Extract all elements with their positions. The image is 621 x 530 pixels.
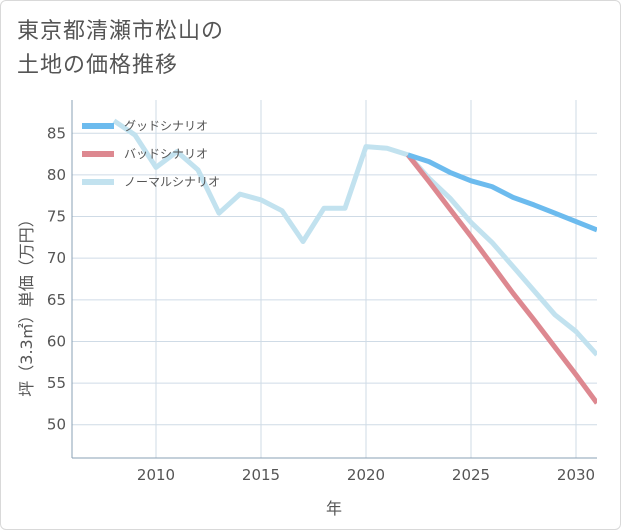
x-tick-label: 2010 (137, 466, 175, 484)
series-line-2 (112, 118, 597, 357)
x-axis-title: 年 (326, 499, 342, 518)
series-line-1 (406, 153, 597, 405)
y-tick-label: 55 (47, 374, 66, 392)
y-tick-labels: 50 55 60 65 70 75 80 85 (47, 124, 66, 433)
x-tick-label: 2015 (242, 466, 280, 484)
x-tick-label: 2025 (452, 466, 490, 484)
chart-title-line-1: 東京都清瀬市松山の (17, 19, 225, 44)
series-lines (112, 118, 597, 405)
x-tick-label: 2020 (347, 466, 385, 484)
legend-label: ノーマルシナリオ (124, 175, 220, 189)
y-tick-label: 80 (47, 166, 66, 184)
x-tick-label: 2030 (557, 466, 595, 484)
y-tick-label: 75 (47, 208, 66, 226)
y-tick-label: 65 (47, 291, 66, 309)
legend-label: グッドシナリオ (124, 119, 208, 133)
y-tick-label: 60 (47, 332, 66, 350)
grid-lines (72, 100, 597, 458)
series-line-0 (407, 152, 597, 233)
y-axis-title: 坪（3.3㎡）単価（万円） (17, 211, 36, 396)
legend-label: バッドシナリオ (124, 147, 208, 161)
x-tick-labels: 2010 2015 2020 2025 2030 (137, 466, 595, 484)
y-tick-label: 85 (47, 124, 66, 142)
y-tick-label: 70 (47, 249, 66, 267)
y-tick-label: 50 (47, 416, 66, 434)
chart-title-line-2: 土地の価格推移 (17, 53, 179, 78)
chart-title: 東京都清瀬市松山の 土地の価格推移 (17, 15, 224, 83)
plot-border (71, 100, 597, 459)
